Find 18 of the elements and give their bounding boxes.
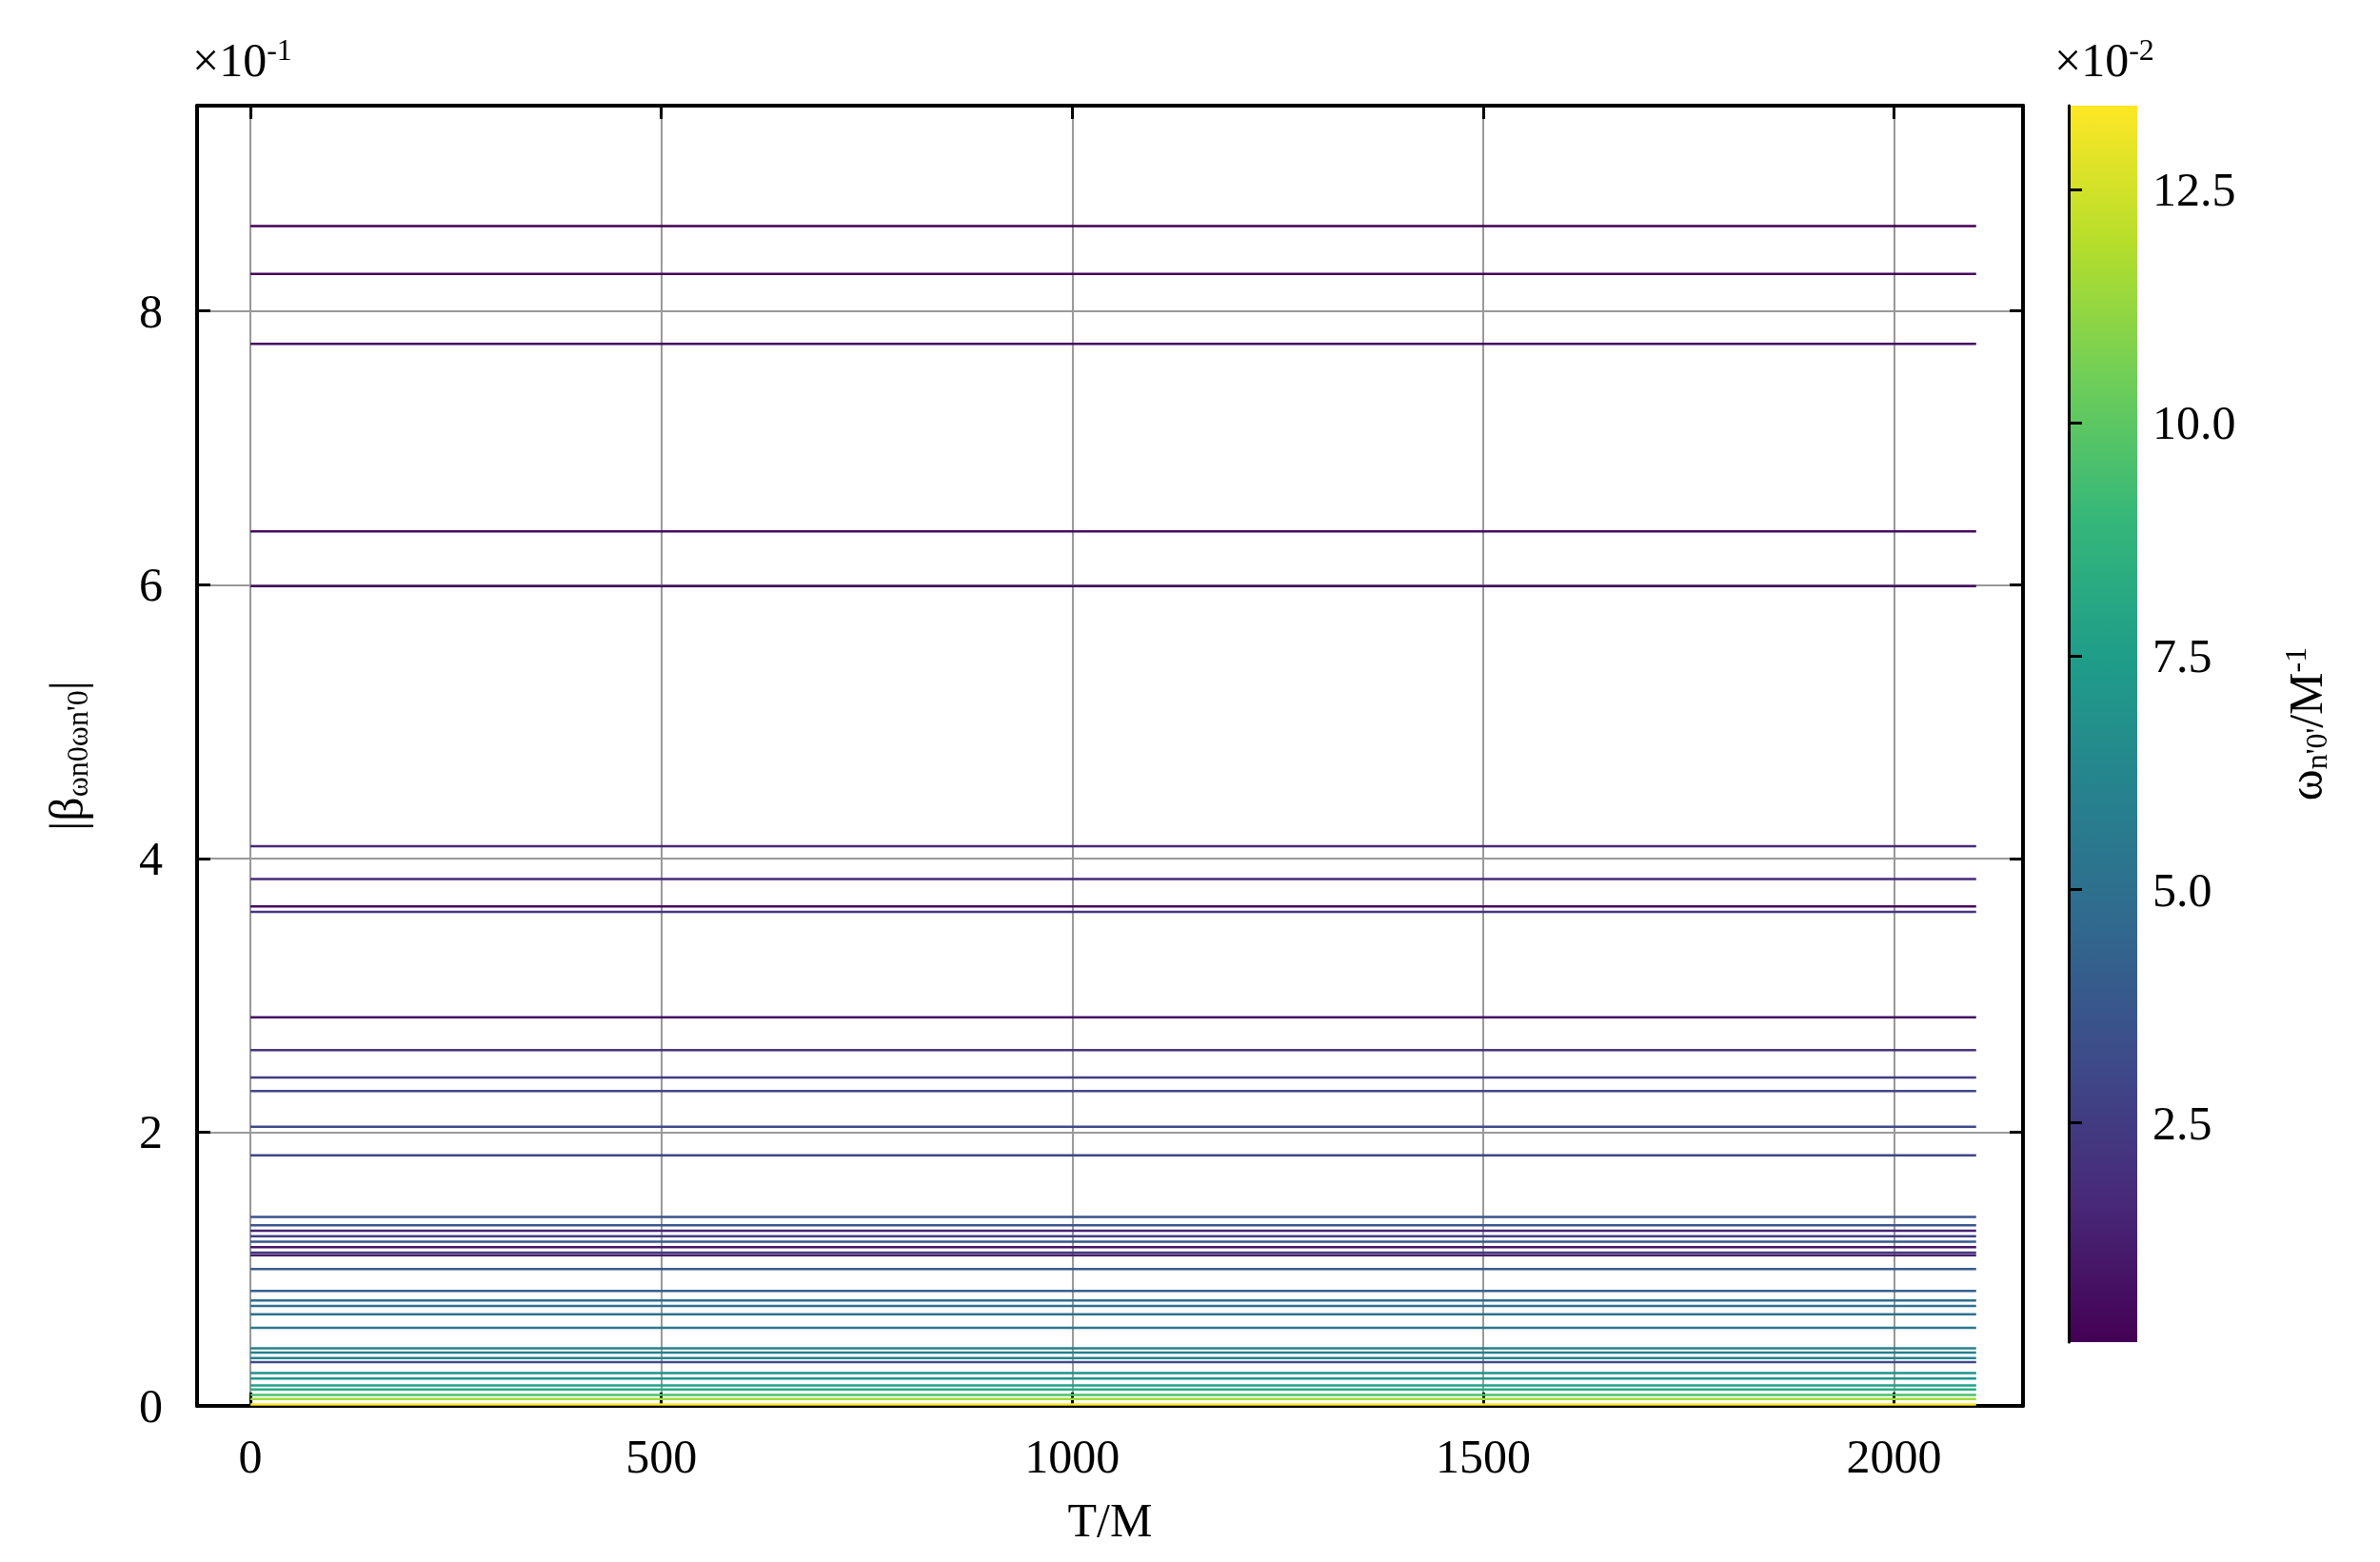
y-axis-title: |βωn0ωn'0| xyxy=(40,681,94,831)
x-tick-label: 2000 xyxy=(1846,1430,1942,1483)
x-axis-title: T/M xyxy=(1067,1493,1153,1547)
y-tick-label: 8 xyxy=(139,284,163,338)
y-tick-label: 6 xyxy=(139,558,163,612)
color-bar-label: 7.5 xyxy=(2152,629,2212,683)
color-bar-label: 2.5 xyxy=(2152,1096,2212,1150)
x-tick-label: 500 xyxy=(625,1430,698,1483)
y-tick-label: 0 xyxy=(139,1379,163,1433)
x-tick-label: 1500 xyxy=(1435,1430,1531,1483)
color-bar-label: 10.0 xyxy=(2152,396,2236,450)
x-tick-label: 0 xyxy=(238,1430,263,1483)
y-tick-label: 2 xyxy=(139,1105,163,1159)
y-tick-label: 4 xyxy=(139,831,163,885)
x-tick-label: 1000 xyxy=(1024,1430,1121,1483)
color-bar-title: ωn'0'/M-1 xyxy=(2278,646,2333,801)
color-bar-label: 12.5 xyxy=(2152,163,2236,217)
color-bar-label: 5.0 xyxy=(2152,862,2212,917)
